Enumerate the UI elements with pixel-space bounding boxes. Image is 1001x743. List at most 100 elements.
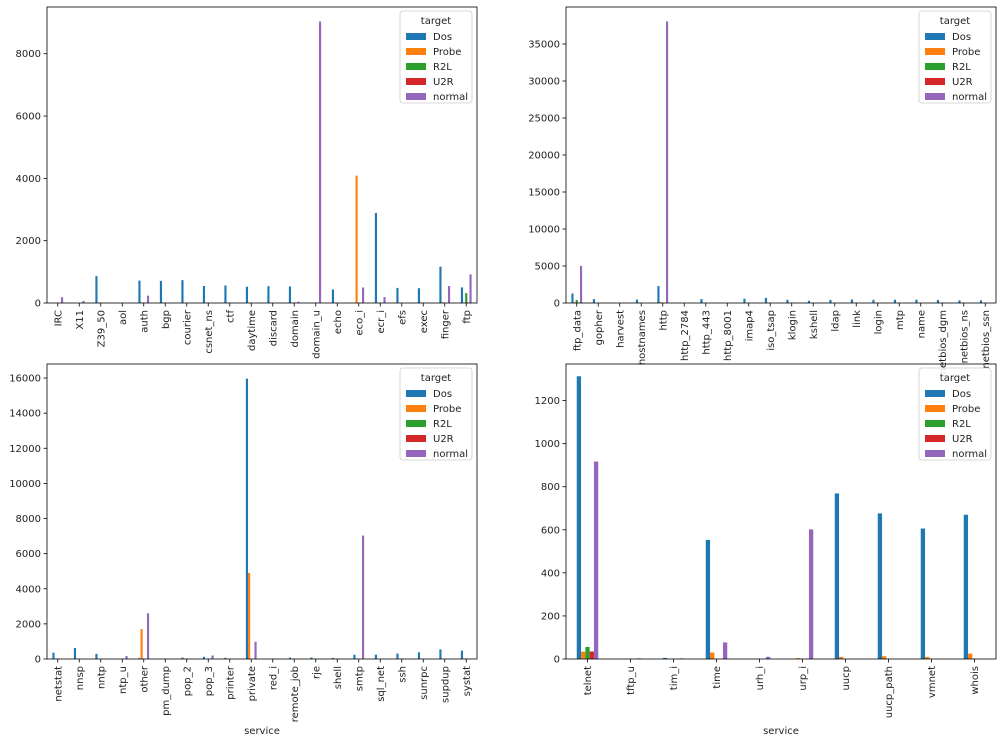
y-tick-label: 8000 [16, 514, 41, 525]
y-tick-label: 15000 [528, 188, 560, 199]
x-tick-label: urp_i [798, 666, 809, 691]
x-axis-label: service [244, 726, 280, 737]
x-tick-label: tftp_u [626, 666, 637, 695]
y-tick-label: 10000 [528, 225, 560, 236]
x-tick-label: ssh [397, 666, 408, 683]
x-tick-label: imap4 [744, 310, 755, 341]
legend-title: target [940, 373, 970, 384]
x-tick-label: http [658, 310, 669, 331]
legend-label-dos: Dos [952, 389, 971, 400]
x-tick-label: klogin [787, 310, 798, 340]
legend-swatch-r2l [406, 63, 426, 70]
x-tick-label: http_2784 [680, 310, 691, 361]
bar-dos-discard [267, 286, 270, 303]
y-tick-label: 14000 [9, 409, 41, 420]
y-tick-label: 4000 [16, 584, 41, 595]
x-tick-label: sql_net [376, 666, 387, 702]
x-tick-label: http_8001 [723, 310, 734, 361]
x-tick-label: telnet [583, 666, 594, 695]
x-tick-label: mtp [895, 310, 906, 330]
bar-dos-bgp [159, 280, 163, 303]
bar-dos-nnsp [73, 648, 77, 659]
legend-title: target [940, 16, 970, 27]
x-tick-label: pop_2 [182, 666, 193, 696]
x-tick-label: ntp_u [118, 666, 129, 694]
bar-dos-shell [331, 657, 335, 659]
y-tick-label: 0 [554, 655, 560, 666]
x-axis-label: service [763, 726, 799, 737]
y-tick-label: 35000 [528, 40, 560, 51]
x-tick-label: http_443 [701, 310, 712, 355]
legend-label-u2r: U2R [433, 77, 454, 88]
bar-dos-http_443 [700, 299, 703, 303]
bar-normal-pop_3 [211, 655, 214, 659]
bar-normal-other [146, 613, 150, 659]
bar-dos-hostnames [635, 299, 639, 303]
x-tick-label: efs [397, 310, 408, 325]
x-tick-label: smtp [354, 666, 365, 691]
x-tick-label: IRC [53, 310, 64, 326]
bar-probe-vmnet [925, 656, 930, 659]
y-tick-label: 25000 [528, 114, 560, 125]
bar-probe-whois [968, 653, 973, 659]
legend-label-r2l: R2L [952, 419, 971, 430]
x-tick-label: nntp [96, 666, 107, 689]
y-tick-label: 0 [35, 655, 41, 666]
x-tick-label: bgp [161, 310, 172, 329]
bar-dos-courier [181, 280, 184, 303]
x-tick-label: red_i [268, 666, 279, 690]
bar-dos-iso_tsap [764, 297, 768, 303]
bar-dos-tim_i [662, 657, 668, 659]
legend-label-normal: normal [433, 92, 468, 103]
bar-dos-netbios_ssn [979, 300, 983, 303]
bar-dos-nntp [95, 653, 98, 659]
bar-normal-ecr_i [383, 297, 386, 303]
x-tick-label: netbios_ns [959, 310, 970, 363]
bar-dos-sunrpc [417, 652, 421, 659]
bar-normal-smtp [361, 535, 365, 659]
x-tick-label: domain [290, 310, 301, 347]
bar-dos-ecr_i [374, 213, 378, 303]
axes-frame [46, 363, 478, 660]
bar-normal-auth [146, 295, 150, 303]
bar-dos-csnet_ns [202, 286, 206, 303]
y-tick-label: 0 [554, 299, 560, 310]
axes-frame [46, 6, 478, 304]
x-tick-label: printer [225, 665, 236, 700]
y-tick-label: 0 [35, 299, 41, 310]
chart-4: 0 200 400 600 800 1000 1200 telnet tftp_u tim_i ti… [535, 363, 997, 737]
x-tick-label: aol [118, 310, 129, 325]
legend-title: target [421, 373, 451, 384]
legend-swatch-probe [406, 405, 426, 412]
x-tick-label: echo [333, 310, 344, 334]
x-tick-label: netstat [53, 666, 64, 702]
legend-title: target [421, 16, 451, 27]
bar-dos-ftp_data [571, 293, 574, 303]
bar-probe-urp_i [796, 658, 801, 659]
legend-label-normal: normal [952, 449, 987, 460]
legend-swatch-dos [406, 390, 426, 397]
bar-dos-time [705, 539, 711, 659]
bar-dos-login [872, 299, 875, 303]
bar-dos-exec [417, 288, 421, 303]
x-tick-label: vmnet [927, 666, 938, 698]
x-tick-label: finger [440, 309, 451, 339]
bar-dos-Z39_50 [95, 276, 98, 303]
bar-dos-smtp [353, 654, 356, 659]
legend-swatch-u2r [406, 78, 426, 85]
x-tick-label: X11 [75, 310, 86, 330]
bar-normal-ntp_u [125, 656, 128, 659]
bar-normal-urh_i [765, 656, 771, 659]
axes-frame [565, 363, 997, 660]
legend-swatch-u2r [925, 78, 945, 85]
x-tick-label: urh_i [755, 666, 766, 690]
x-tick-label: exec [419, 310, 430, 333]
legend-label-u2r: U2R [433, 434, 454, 445]
legend-label-probe: Probe [433, 404, 461, 415]
x-tick-label: uucp [841, 666, 852, 691]
bar-dos-other [138, 658, 141, 659]
y-tick-label: 600 [541, 525, 560, 536]
y-tick-label: 12000 [9, 444, 41, 455]
x-tick-label: auth [139, 310, 150, 333]
